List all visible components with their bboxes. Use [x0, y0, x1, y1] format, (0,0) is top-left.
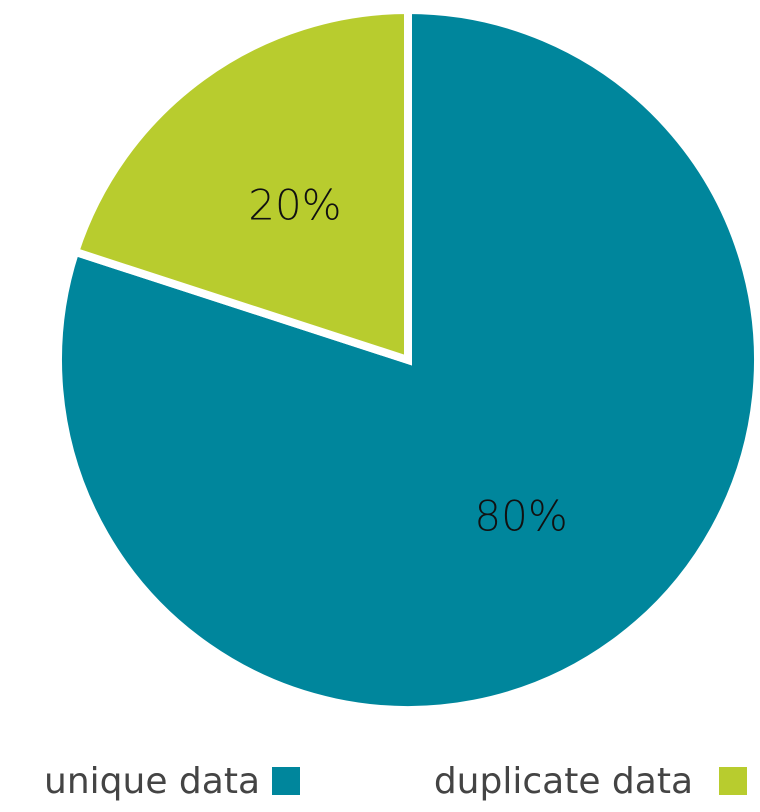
- legend-swatch-duplicate-data: [719, 767, 747, 795]
- legend-label-unique-data: unique data: [44, 761, 260, 802]
- legend-swatch-unique-data: [272, 767, 300, 795]
- legend-label-duplicate-data: duplicate data: [434, 761, 693, 802]
- legend: unique data duplicate data: [44, 761, 747, 802]
- pie-slices: [54, 5, 760, 714]
- data-label-unique-data: 80%: [474, 492, 567, 541]
- pie-slice-unique-data: [54, 5, 760, 714]
- pie-slice-duplicate-data: [70, 5, 412, 366]
- data-label-duplicate-data: 20%: [248, 180, 341, 229]
- pie-data-labels: 80% 20%: [248, 180, 568, 540]
